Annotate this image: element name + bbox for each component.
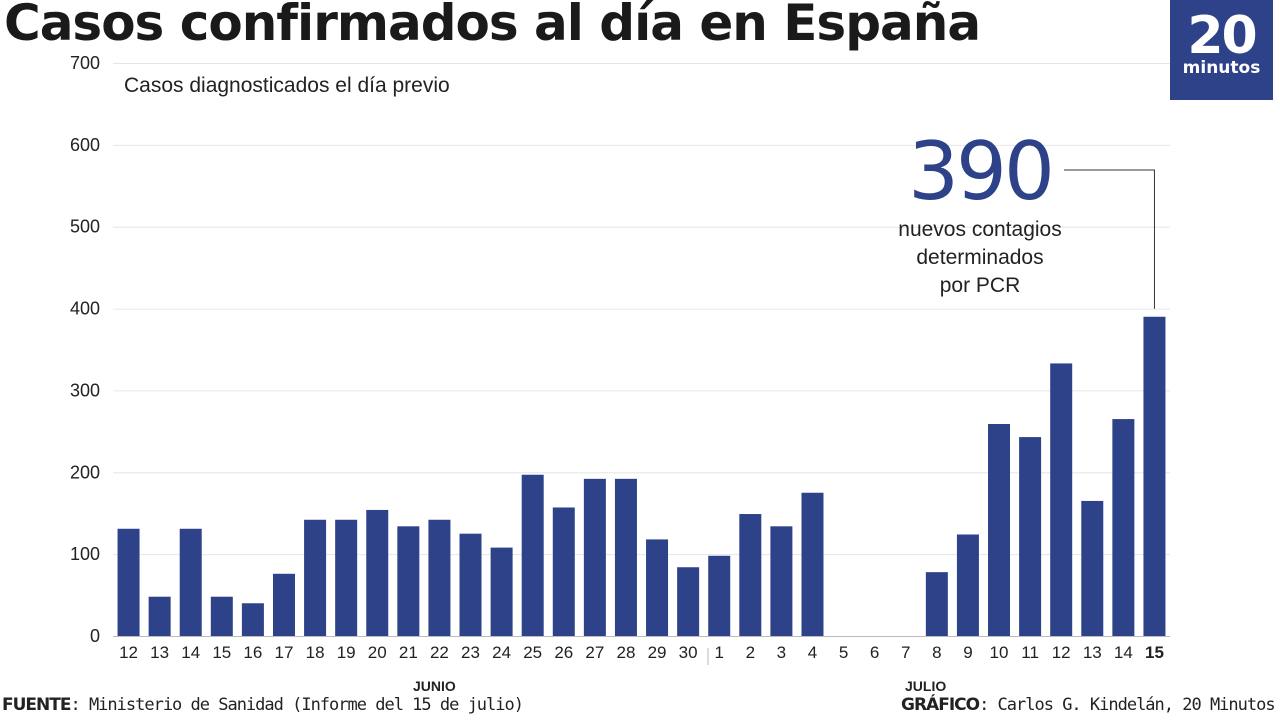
x-tick-label-4: 16 [243, 643, 262, 662]
annotation-line-2: determinados [916, 246, 1044, 269]
x-tick-label-3: 15 [212, 643, 231, 662]
y-tick-label-700: 700 [70, 53, 100, 73]
x-tick-label-22: 4 [808, 643, 817, 662]
logo-20minutos: 20 minutos [1170, 0, 1273, 100]
y-axis-ticks: 0 100 200 300 400 500 600 700 [70, 53, 100, 646]
annotation-line-3: por PCR [939, 274, 1021, 297]
bar-18 [677, 567, 700, 636]
x-tick-label-30: 12 [1052, 643, 1071, 662]
logo-word: minutos [1182, 58, 1261, 78]
bar-1 [148, 596, 171, 636]
x-tick-label-7: 19 [337, 643, 356, 662]
y-tick-label-600: 600 [70, 135, 100, 155]
bar-3 [210, 596, 233, 636]
bar-28 [988, 423, 1011, 636]
bar-27 [956, 534, 979, 636]
bars [117, 316, 1166, 636]
x-tick-label-31: 13 [1083, 643, 1102, 662]
bar-8 [366, 509, 389, 636]
x-tick-label-32: 14 [1114, 643, 1133, 662]
y-tick-label-300: 300 [70, 380, 100, 400]
month-label-june: JUNIO [413, 678, 456, 694]
annotation-text: nuevos contagios determinados por PCR [860, 216, 1100, 300]
x-tick-label-14: 26 [554, 643, 573, 662]
bar-10 [428, 519, 451, 636]
x-tick-label-8: 20 [368, 643, 387, 662]
bar-32 [1112, 419, 1135, 636]
x-tick-label-15: 27 [585, 643, 604, 662]
x-tick-label-23: 5 [839, 643, 848, 662]
x-tick-label-24: 6 [870, 643, 879, 662]
bar-33 [1143, 316, 1166, 636]
x-tick-label-27: 9 [963, 643, 972, 662]
x-tick-label-17: 29 [648, 643, 667, 662]
x-tick-label-1: 13 [150, 643, 169, 662]
x-axis-ticks: 12 13 14 15 16 17 18 19 20 21 22 23 24 25 26 27 28 29 30 1 2… [119, 643, 1164, 662]
bar-16 [614, 478, 637, 636]
chart-subtitle: Casos diagnosticados el día previo [124, 74, 450, 97]
x-tick-label-25: 7 [901, 643, 910, 662]
x-tick-label-9: 21 [399, 643, 418, 662]
bar-31 [1081, 500, 1104, 636]
bar-21 [770, 526, 793, 636]
credit-text: : Carlos G. Kindelán, 20 Minutos [979, 695, 1276, 715]
bar-4 [241, 603, 264, 636]
x-tick-label-0: 12 [119, 643, 138, 662]
bar-26 [925, 572, 948, 636]
y-tick-label-200: 200 [70, 462, 100, 482]
x-tick-label-29: 11 [1021, 643, 1039, 662]
bar-6 [304, 519, 327, 636]
bar-30 [1050, 363, 1073, 636]
x-tick-label-20: 2 [746, 643, 755, 662]
x-tick-label-26: 8 [932, 643, 941, 662]
bar-15 [583, 478, 606, 636]
x-tick-label-6: 18 [306, 643, 325, 662]
x-tick-label-13: 25 [523, 643, 542, 662]
chart-title: Casos confirmados al día en España [4, 0, 981, 52]
annotation-line-1: nuevos contagios [898, 218, 1062, 241]
bar-13 [521, 474, 544, 636]
bar-5 [272, 573, 295, 636]
y-tick-label-100: 100 [70, 544, 100, 564]
month-label-july: JULIO [905, 678, 947, 694]
y-tick-label-400: 400 [70, 299, 100, 319]
bar-0 [117, 528, 140, 636]
bar-22 [801, 492, 824, 636]
bar-9 [397, 526, 420, 636]
x-tick-label-33: 15 [1145, 643, 1164, 662]
source-footer: FUENTE: Ministerio de Sanidad (Informe d… [2, 695, 524, 715]
x-tick-label-12: 24 [492, 643, 511, 662]
x-tick-label-28: 10 [990, 643, 1009, 662]
bar-7 [335, 519, 358, 636]
credit-footer: GRÁFICO: Carlos G. Kindelán, 20 Minutos [901, 695, 1276, 715]
bar-17 [646, 539, 669, 636]
x-tick-label-19: 1 [714, 643, 723, 662]
source-label: FUENTE [2, 695, 71, 715]
bar-2 [179, 528, 202, 636]
bar-11 [459, 533, 482, 636]
bar-20 [739, 514, 762, 636]
x-tick-label-2: 14 [181, 643, 200, 662]
bar-12 [490, 547, 513, 636]
bar-29 [1019, 437, 1042, 636]
credit-label: GRÁFICO [901, 695, 980, 715]
logo-number: 20 [1187, 6, 1257, 66]
x-tick-label-18: 30 [679, 643, 698, 662]
bar-14 [552, 507, 575, 636]
source-text: : Ministerio de Sanidad (Informe del 15 … [70, 695, 524, 715]
x-tick-label-5: 17 [275, 643, 294, 662]
annotation-value: 390 [908, 125, 1055, 218]
y-tick-label-500: 500 [70, 217, 100, 237]
bar-19 [708, 555, 731, 636]
annotation-leader-line [1064, 169, 1155, 309]
y-tick-label-0: 0 [90, 626, 100, 646]
x-tick-label-11: 23 [461, 643, 480, 662]
x-tick-label-21: 3 [777, 643, 786, 662]
x-tick-label-16: 28 [616, 643, 635, 662]
x-tick-label-10: 22 [430, 643, 449, 662]
